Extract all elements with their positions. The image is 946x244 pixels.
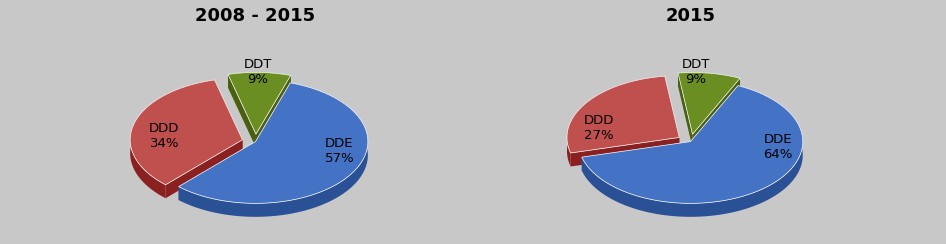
Polygon shape — [131, 80, 242, 185]
Text: DDE
64%: DDE 64% — [763, 133, 793, 161]
Polygon shape — [678, 72, 740, 92]
Polygon shape — [166, 140, 242, 198]
Polygon shape — [179, 142, 255, 200]
Polygon shape — [567, 76, 665, 166]
Polygon shape — [215, 80, 242, 153]
Polygon shape — [678, 73, 692, 148]
Polygon shape — [570, 137, 679, 166]
Polygon shape — [179, 83, 368, 217]
Polygon shape — [692, 78, 740, 148]
Polygon shape — [131, 80, 215, 198]
Polygon shape — [582, 86, 803, 203]
Polygon shape — [678, 72, 740, 134]
Polygon shape — [179, 83, 368, 203]
Text: DDD
27%: DDD 27% — [584, 114, 614, 142]
Polygon shape — [582, 142, 691, 171]
Polygon shape — [567, 76, 679, 153]
Title: 2008 - 2015: 2008 - 2015 — [196, 7, 316, 25]
Polygon shape — [228, 72, 290, 89]
Text: DDT
9%: DDT 9% — [682, 58, 710, 86]
Polygon shape — [256, 75, 290, 148]
Polygon shape — [228, 72, 290, 134]
Polygon shape — [255, 83, 290, 155]
Polygon shape — [582, 86, 803, 217]
Polygon shape — [665, 76, 679, 151]
Polygon shape — [691, 86, 738, 155]
Text: DDT
9%: DDT 9% — [244, 58, 272, 86]
Title: 2015: 2015 — [665, 7, 715, 25]
Text: DDD
34%: DDD 34% — [149, 122, 179, 150]
Polygon shape — [228, 74, 256, 148]
Text: DDE
57%: DDE 57% — [325, 137, 355, 164]
